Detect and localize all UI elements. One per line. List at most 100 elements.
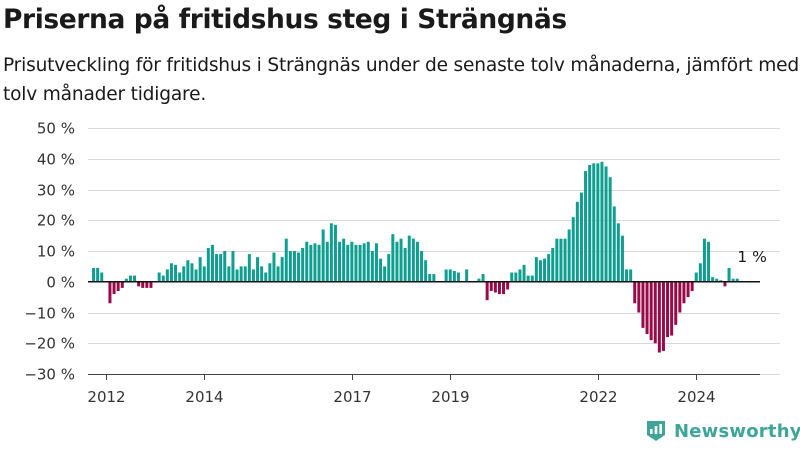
y-tick-label: −30 % [24,366,75,384]
bar [678,281,682,313]
bar [366,241,370,282]
bar [128,275,132,282]
bar [625,269,629,282]
bar [169,263,173,282]
bar [575,201,579,282]
bar [596,163,600,282]
bar [206,247,210,282]
bar [383,266,387,282]
bar [485,281,489,301]
bar [711,277,715,282]
bar [420,251,424,282]
bar [407,235,411,282]
y-tick-label: 40 % [37,151,75,169]
bar [292,251,296,282]
bar [403,247,407,282]
bar [354,244,358,282]
newsworthy-brand[interactable]: Newsworthy [645,419,800,443]
bar [276,266,280,282]
bar [547,254,551,282]
bar [506,281,510,290]
bar [227,266,231,282]
bar [567,229,571,282]
bar [698,263,702,282]
bar [514,272,518,282]
latest-value-annotation: 1 % [737,248,767,266]
bar [637,281,641,313]
bar [202,266,206,282]
bar [133,275,137,282]
bar [424,260,428,282]
bar [100,272,104,282]
bar [727,267,731,282]
bar [719,280,723,282]
bar [620,235,624,282]
bar [563,238,567,282]
x-tick-label: 2022 [579,388,617,406]
bar [284,238,288,282]
chart-subtitle: Prisutveckling för fritidshus i Strängnä… [3,55,799,105]
bar [165,269,169,282]
bar [690,281,694,291]
bar [350,241,354,282]
bar [313,243,317,282]
bar [530,275,534,282]
bar [735,278,739,282]
bar [141,281,145,288]
bar [305,241,309,282]
bar [149,281,153,288]
y-tick-label: −20 % [24,335,75,353]
bar [538,260,542,282]
bar [362,243,366,282]
bar [428,274,432,282]
bar [616,223,620,282]
bar [297,252,301,282]
y-axis: 50 % 40 % 30 % 20 % 10 % 0 % −10 % −20 % −30 % [24,120,760,384]
bar [612,206,616,282]
bar [686,281,690,298]
bar [600,161,604,282]
bar [477,278,481,282]
bar [178,272,182,282]
bar [215,254,219,282]
bar [633,281,637,304]
bar [182,266,186,282]
bar [731,278,735,282]
bar [325,241,329,282]
bar [358,244,362,282]
bar [411,238,415,282]
bar [333,224,337,282]
bar [481,274,485,282]
bar [219,254,223,282]
bar [715,278,719,282]
bar [653,281,657,344]
bar [649,281,653,341]
bar [379,258,383,282]
bar [522,264,526,282]
bar [194,269,198,282]
bar [108,281,112,304]
bar [526,275,530,282]
bar [288,251,292,282]
bar [268,263,272,282]
bar [198,257,202,282]
bar [592,163,596,282]
bar [497,281,501,295]
y-tick-label: 50 % [37,120,75,138]
gridlines [88,128,780,375]
y-tick-label: 0 % [46,274,75,292]
bar [666,281,670,338]
bar [186,260,190,282]
x-tick-label: 2024 [677,388,715,406]
bar [702,238,706,282]
bar [415,241,419,282]
bar [247,254,251,282]
bar [674,281,678,325]
bar [256,257,260,282]
bar [723,281,727,287]
bar [96,267,100,282]
bar [629,269,633,282]
brand-name: Newsworthy [674,420,800,442]
bar [608,177,612,282]
bar [120,281,124,288]
